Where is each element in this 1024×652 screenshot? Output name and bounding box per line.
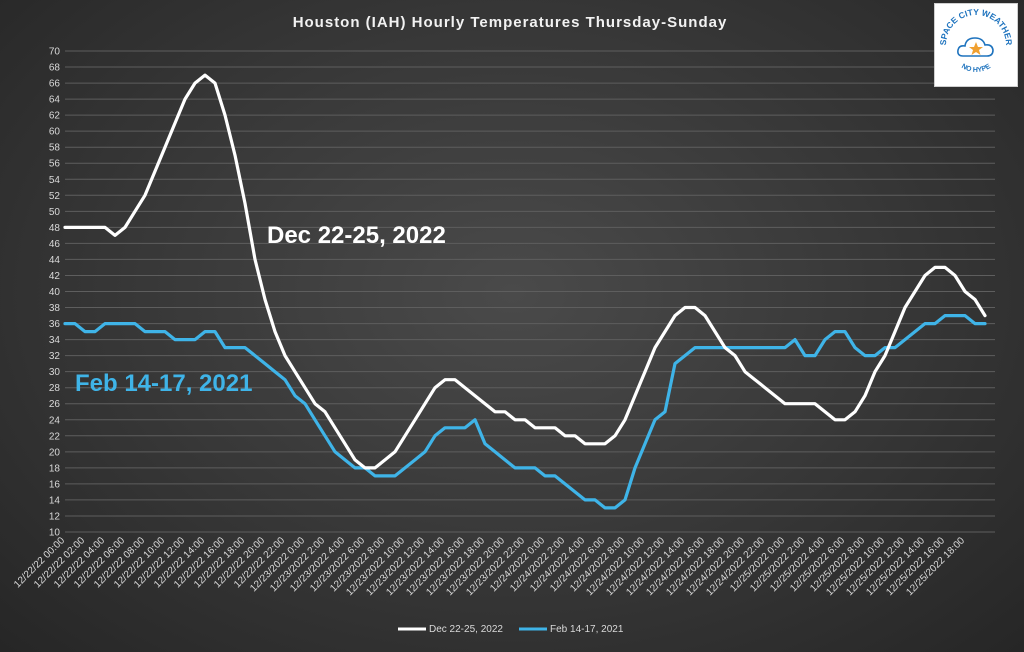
cloud-star-icon	[957, 37, 994, 57]
y-tick-label: 68	[49, 63, 61, 74]
series-line-feb-14-17-2021	[63, 314, 987, 510]
logo-bottom-text: NO HYPE	[960, 63, 992, 74]
y-tick-label: 62	[49, 111, 61, 122]
y-tick-label: 20	[49, 447, 61, 458]
gridlines	[65, 50, 995, 533]
y-tick-label: 16	[49, 479, 61, 490]
y-tick-label: 38	[49, 303, 61, 314]
legend-label-feb-2021: Feb 14-17, 2021	[550, 624, 624, 635]
y-tick-label: 46	[49, 239, 61, 250]
y-tick-label: 56	[49, 159, 61, 170]
y-tick-label: 22	[49, 431, 61, 442]
y-tick-label: 44	[49, 255, 61, 266]
y-tick-label: 42	[49, 271, 61, 282]
y-tick-label: 40	[49, 287, 61, 298]
y-tick-label: 48	[49, 223, 61, 234]
y-axis-ticks: 10 12 14 16 18 20 22 24 26 28 30 32 34 36 38 40 42 44 46 48…	[49, 47, 61, 539]
y-tick-label: 58	[49, 143, 61, 154]
y-tick-label: 18	[49, 463, 61, 474]
y-tick-label: 52	[49, 191, 61, 202]
y-tick-label: 60	[49, 127, 61, 138]
annotation-feb-2021: Feb 14-17, 2021	[75, 370, 252, 397]
legend: Dec 22-25, 2022 Feb 14-17, 2021	[398, 624, 624, 635]
y-tick-label: 14	[49, 495, 61, 506]
y-tick-label: 30	[49, 367, 61, 378]
chart-title: Houston (IAH) Hourly Temperatures Thursd…	[293, 14, 728, 31]
y-tick-label: 28	[49, 383, 61, 394]
y-tick-label: 10	[49, 528, 61, 539]
logo-top-text: SPACE CITY WEATHER	[938, 7, 1014, 46]
y-tick-label: 26	[49, 399, 61, 410]
y-tick-label: 24	[49, 415, 61, 426]
y-tick-label: 34	[49, 335, 61, 346]
y-tick-label: 50	[49, 207, 61, 218]
y-tick-label: 66	[49, 79, 61, 90]
legend-label-dec-2022: Dec 22-25, 2022	[429, 624, 503, 635]
y-tick-label: 36	[49, 319, 61, 330]
space-city-weather-logo: SPACE CITY WEATHER NO HYPE	[934, 3, 1018, 87]
series-line-dec-22-25-2022	[63, 73, 987, 470]
y-tick-label: 64	[49, 95, 61, 106]
y-tick-label: 12	[49, 511, 61, 522]
y-tick-label: 54	[49, 175, 61, 186]
annotation-dec-2022: Dec 22-25, 2022	[267, 222, 446, 249]
y-tick-label: 32	[49, 351, 61, 362]
series-lines	[63, 73, 987, 510]
y-tick-label: 70	[49, 47, 61, 58]
svg-text:SPACE CITY WEATHER: SPACE CITY WEATHER	[938, 7, 1014, 46]
svg-text:NO HYPE: NO HYPE	[960, 63, 992, 74]
